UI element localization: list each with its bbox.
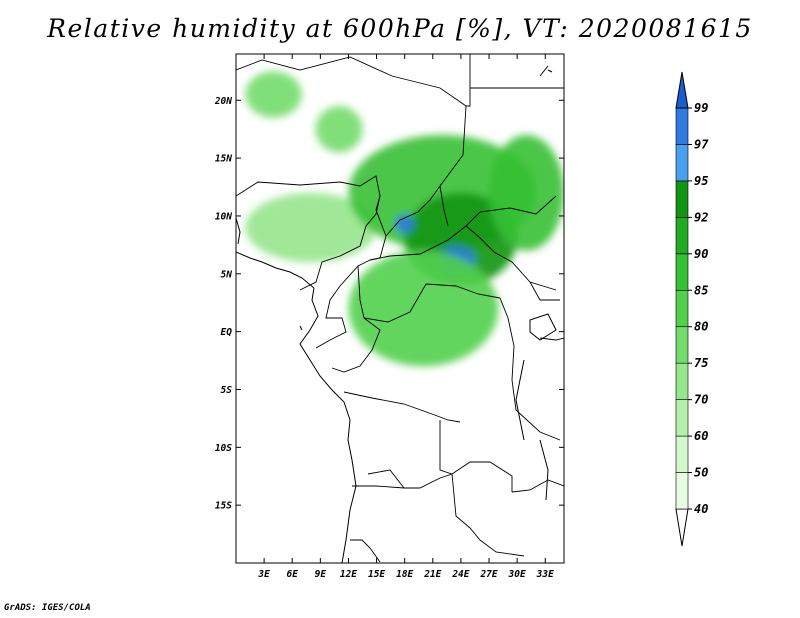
colorbar-box xyxy=(675,362,689,400)
grads-credit: GrADS: IGES/COLA xyxy=(4,603,91,613)
border-gabon xyxy=(315,299,347,349)
coast-sinai xyxy=(547,69,553,73)
lon-tick-label: 30E xyxy=(508,569,526,580)
border-nigeria-cameroon xyxy=(299,195,381,291)
lat-tick-label: 15N xyxy=(215,154,232,165)
border-egypt-west xyxy=(466,54,471,107)
map-frame xyxy=(235,53,565,564)
longitude-axis: 3E 6E 9E 12E 15E 18E 21E 24E 27E 30E 33E xyxy=(257,54,554,580)
colorbar-box xyxy=(675,107,689,145)
border-kenya xyxy=(539,337,564,341)
colorbar-box xyxy=(675,253,689,291)
border-car-drc xyxy=(357,265,501,323)
border-angola-namibia xyxy=(352,473,453,489)
coast-gulf-of-guinea xyxy=(236,251,315,289)
border-car-sudan xyxy=(369,225,495,261)
border-chad-car xyxy=(329,235,387,301)
border-algeria-libya xyxy=(236,56,467,187)
colorbar-box xyxy=(675,435,689,473)
lat-tick-label: 5S xyxy=(221,385,233,396)
colorbar-box xyxy=(675,217,689,255)
colorbar-high-arrow xyxy=(675,71,689,109)
border-sudan-south xyxy=(465,195,557,227)
colorbar-label: 50 xyxy=(694,466,708,480)
border-botswana xyxy=(350,539,381,563)
humidity-patch-air-mountains xyxy=(315,106,363,153)
humidity-field xyxy=(245,71,564,367)
colorbar-label: 40 xyxy=(694,502,708,516)
border-uganda xyxy=(529,281,560,301)
colorbar-box xyxy=(675,472,689,510)
lake-malawi xyxy=(539,439,549,501)
lon-tick-label: 24E xyxy=(451,569,469,580)
coast-bioko xyxy=(299,325,303,331)
colorbar: 40 50 60 70 75 80 85 90 92 95 97 99 xyxy=(675,71,709,547)
lake-tanganyika xyxy=(515,359,525,441)
humidity-patch-niger-north xyxy=(245,71,302,118)
colorbar-label: 97 xyxy=(694,137,709,151)
lon-tick-label: 12E xyxy=(340,569,357,580)
lon-tick-label: 33E xyxy=(536,569,554,580)
lon-tick-label: 27E xyxy=(479,569,497,580)
border-namibia-inner xyxy=(367,469,405,489)
colorbar-box xyxy=(675,289,689,328)
lat-tick-label: 10N xyxy=(215,211,232,222)
colorbar-box xyxy=(675,180,689,218)
border-chad-east xyxy=(385,185,441,237)
coast-west-central xyxy=(299,287,357,563)
border-zambia-south xyxy=(451,473,525,557)
colorbar-label: 85 xyxy=(694,283,708,297)
lon-tick-label: 18E xyxy=(396,569,413,580)
lat-tick-label: 10S xyxy=(215,443,232,454)
border-chad-sudan xyxy=(439,185,449,227)
lat-tick-label: 5N xyxy=(221,269,233,280)
lon-tick-label: 15E xyxy=(368,569,385,580)
lon-tick-label: 9E xyxy=(315,569,327,580)
humidity-patch-west-africa-band xyxy=(245,192,377,263)
colorbar-label: 99 xyxy=(694,101,708,115)
colorbar-low-arrow xyxy=(675,508,689,547)
colorbar-label: 70 xyxy=(694,393,708,407)
lon-tick-label: 21E xyxy=(423,569,441,580)
colorbar-label: 92 xyxy=(694,210,708,224)
border-south-sudan xyxy=(493,251,557,291)
humidity-patch-congo-basin xyxy=(348,250,499,367)
border-niger-nigeria xyxy=(236,175,387,237)
border-congo-drc xyxy=(331,317,381,373)
colorbar-label: 60 xyxy=(694,429,708,443)
border-zambia-east xyxy=(511,479,564,493)
latitude-axis: 20N 15N 10N 5N EQ 5S 10S 15S xyxy=(214,96,564,512)
border-drc-east xyxy=(499,297,561,441)
border-angola-zambia xyxy=(439,420,513,492)
lon-tick-label: 6E xyxy=(287,569,299,580)
humidity-patch-ethiopia xyxy=(489,134,564,251)
border-drc-angola xyxy=(343,391,461,423)
lat-tick-label: EQ xyxy=(221,327,233,338)
colorbar-box xyxy=(675,144,689,182)
colorbar-label: 75 xyxy=(694,356,708,370)
colorbar-label: 95 xyxy=(694,174,708,188)
lat-tick-label: 20N xyxy=(214,96,232,107)
lake-victoria xyxy=(529,313,557,341)
country-borders xyxy=(236,54,564,563)
humidity-patch-car-max xyxy=(395,214,415,234)
colorbar-label: 90 xyxy=(694,247,708,261)
map-title: Relative humidity at 600hPa [%], VT: 202… xyxy=(47,14,753,43)
lon-tick-label: 3E xyxy=(257,569,270,580)
coastlines xyxy=(236,65,557,563)
coast-west xyxy=(236,217,241,245)
colorbar-label: 80 xyxy=(694,320,708,334)
colorbar-box xyxy=(675,326,689,364)
coast-red-sea xyxy=(539,65,549,77)
colorbar-box xyxy=(675,399,689,437)
lat-tick-label: 15S xyxy=(215,501,232,512)
